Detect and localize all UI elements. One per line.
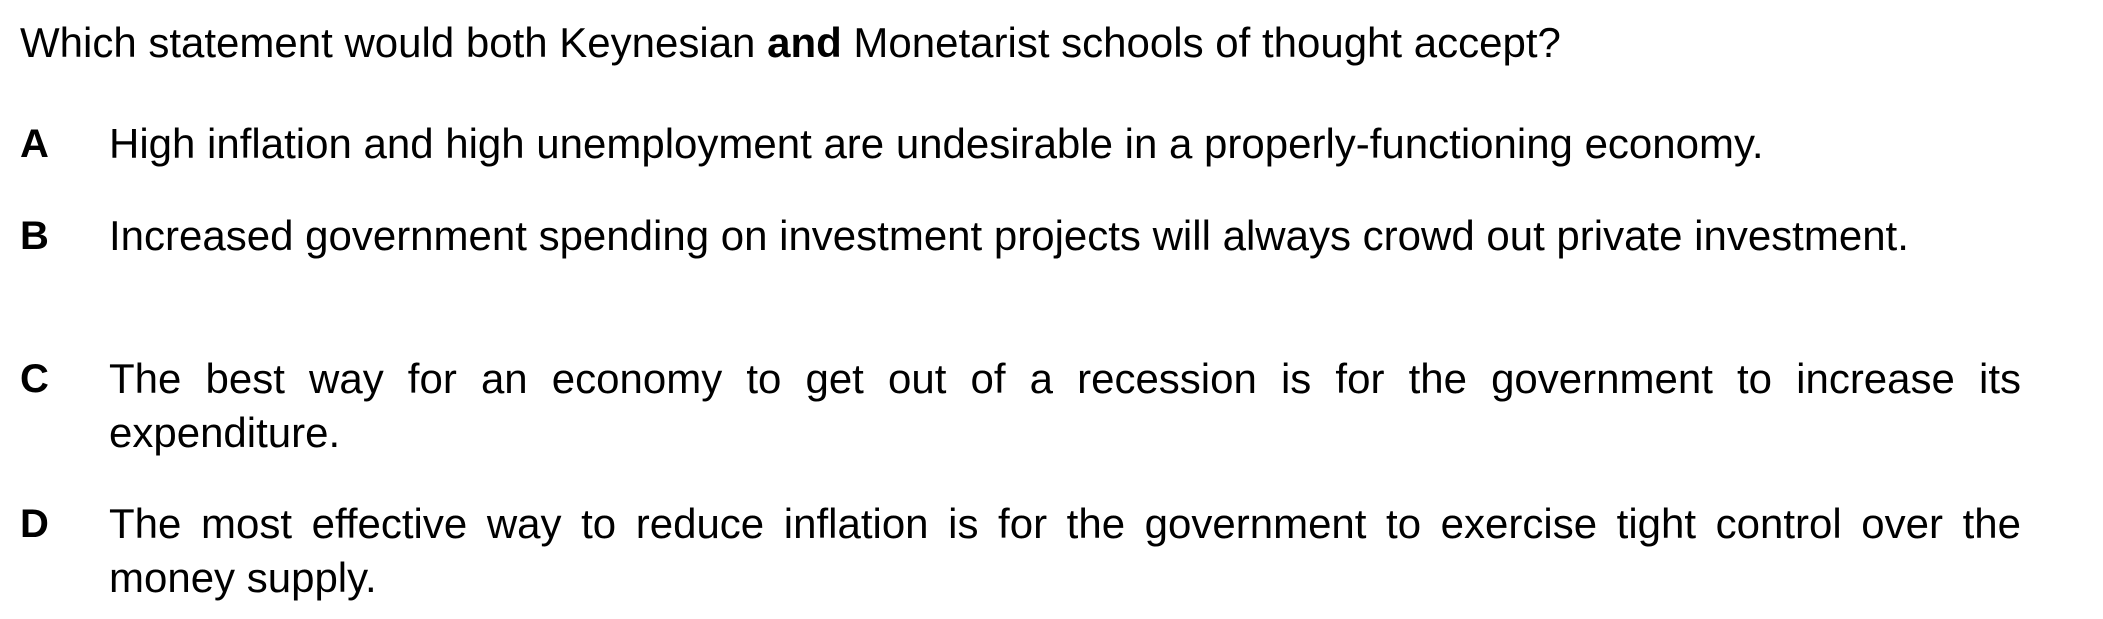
option-letter: B: [20, 214, 49, 258]
option-text: The most effective way to reduce inflati…: [109, 500, 2021, 601]
stem-text-end: Monetarist schools of thought accept?: [841, 19, 1561, 66]
question-stem: Which statement would both Keynesian and…: [20, 14, 1561, 72]
option-text: Increased government spending on investm…: [109, 212, 1909, 259]
option-text: The best way for an economy to get out o…: [109, 355, 2021, 456]
stem-emphasis: and: [767, 19, 842, 66]
stem-text-start: Which statement would both Keynesian: [20, 19, 768, 66]
option-letter: D: [20, 502, 49, 546]
option-text: High inflation and high unemployment are…: [109, 120, 1764, 167]
option-letter: C: [20, 357, 49, 401]
option-letter: A: [20, 122, 49, 166]
